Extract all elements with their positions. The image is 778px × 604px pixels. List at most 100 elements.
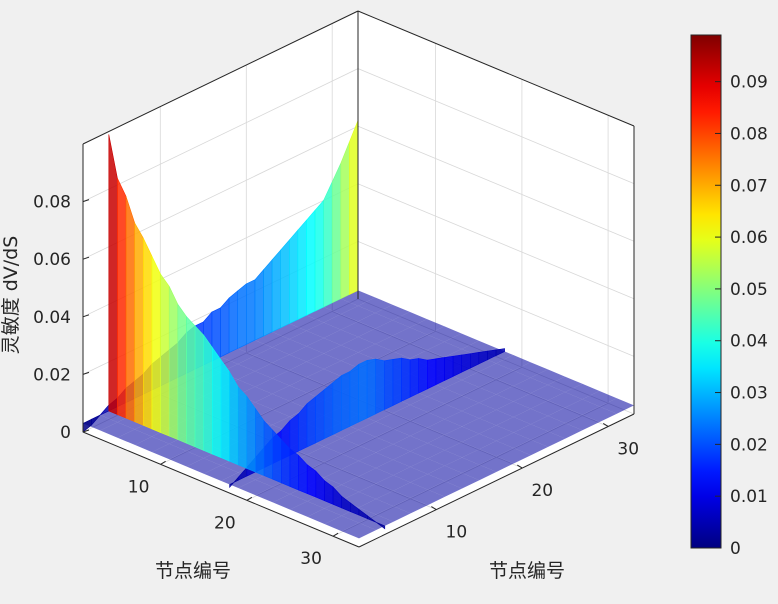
x-axis-label: 节点编号 (155, 560, 231, 582)
surface-floor-cell (341, 522, 377, 539)
surface-floor-cell (427, 481, 463, 497)
surface-floor-cell (375, 320, 410, 336)
surface-floor-cell (461, 433, 497, 450)
surface-floor-cell (410, 458, 445, 475)
surface-floor-cell (376, 490, 411, 507)
surface-floor-cell (358, 483, 394, 499)
surface-ridge-face (315, 389, 325, 444)
surface-ridge-face (376, 522, 386, 530)
surface-ridge-face (340, 141, 350, 300)
colorbar-tick-label: 0.05 (730, 280, 768, 300)
surface-floor-cell (358, 421, 393, 437)
surface-ridge-face (306, 396, 316, 448)
surface-ridge-face (367, 515, 377, 523)
surface-floor-cell (289, 315, 324, 331)
surface-floor-cell (306, 353, 342, 369)
surface-floor-cell (341, 476, 376, 492)
surface-floor-cell (358, 328, 393, 344)
z-tick-mark (82, 371, 90, 375)
surface-ridge-face (401, 357, 411, 402)
surface-floor-cell (254, 347, 290, 363)
z-tick-mark (82, 314, 90, 318)
surface-floor-cell (392, 311, 427, 328)
surface-ridge-face (263, 259, 273, 337)
surface-ridge-face (409, 358, 420, 398)
surface-floor-cell (530, 431, 566, 447)
surface-floor-cell (100, 422, 135, 438)
surface-floor-cell (83, 415, 118, 431)
z-tick-label: 0.08 (33, 193, 71, 213)
surface-ridge-face (383, 359, 394, 411)
surface-floor-cell (462, 449, 497, 465)
surface-floor-cell (324, 453, 359, 470)
surface-floor-cell (565, 383, 600, 400)
surface-floor-cell (358, 452, 394, 468)
surface-floor-cell (289, 361, 324, 378)
surface-floor-cell (513, 393, 548, 409)
surface-floor-cell (324, 469, 359, 485)
surface-floor-cell (513, 424, 548, 440)
surface-floor-cell (289, 330, 324, 347)
surface-floor-cell (323, 345, 359, 361)
surface-floor-cell (427, 419, 462, 435)
surface-floor-cell (375, 459, 411, 476)
surface-ridge-face (177, 303, 187, 444)
surface-floor-cell (582, 406, 617, 422)
surface-mesh (82, 120, 634, 539)
surface-floor-cell (341, 352, 376, 368)
surface-floor-cell (237, 355, 273, 372)
surface-floor-cell (238, 479, 273, 496)
surface-floor-cell (496, 432, 531, 448)
surface-floor-cell (272, 339, 307, 355)
axis-line (82, 10, 359, 145)
colorbar-tick-label: 0.08 (730, 124, 768, 144)
surface-ridge-face (237, 283, 247, 349)
surface-floor-cell (479, 456, 514, 472)
surface-floor-cell (582, 391, 617, 407)
surface-floor-cell (392, 404, 428, 421)
surface-floor-cell (340, 321, 376, 337)
surface-floor-cell (375, 428, 411, 445)
surface-floor-cell (375, 413, 411, 429)
surface-floor-cell (444, 426, 480, 442)
surface-floor-cell (462, 464, 497, 481)
surface-floor-cell (358, 344, 393, 360)
surface-ridge-face (246, 279, 256, 345)
surface-floor-cell (289, 377, 324, 393)
surface-ridge-face (134, 221, 144, 426)
surface-floor-cell (444, 457, 480, 473)
surface-floor-cell (496, 355, 531, 371)
surface-ridge-face (323, 181, 333, 308)
surface-floor-cell (323, 360, 359, 377)
surface-floor-cell (479, 440, 514, 457)
surface-floor-cell (186, 458, 221, 474)
y-tick-mark (517, 464, 523, 469)
surface-floor-cell (513, 439, 549, 456)
surface-floor-cell (289, 346, 324, 362)
surface-floor-cell (393, 451, 428, 467)
surface-ridge-face (349, 363, 359, 427)
surface-floor-cell (290, 501, 325, 517)
surface-floor-cell (393, 497, 428, 514)
surface-ridge-face (117, 178, 127, 419)
surface-floor-cell (341, 460, 376, 477)
surface-floor-cell (565, 399, 600, 415)
surface-floor-cell (479, 409, 514, 426)
surface-ridge-face (168, 286, 179, 441)
surface-floor-cell (272, 401, 307, 417)
surface-ridge-face (392, 357, 402, 406)
surface-floor-cell (393, 435, 428, 452)
surface-ridge-face (228, 290, 238, 354)
surface-ridge-face (254, 268, 264, 341)
surface-floor-cell (323, 329, 359, 346)
surface-floor-cell (324, 515, 359, 532)
surface-floor-cell (392, 342, 428, 359)
colorbar-tick-label: 0 (730, 539, 741, 559)
surface-floor-cell (409, 319, 445, 335)
x-tick-mark (332, 532, 339, 537)
surface-ridge-face (255, 407, 265, 477)
surface-ridge-face (444, 355, 454, 381)
surface-floor-cell (237, 371, 273, 387)
